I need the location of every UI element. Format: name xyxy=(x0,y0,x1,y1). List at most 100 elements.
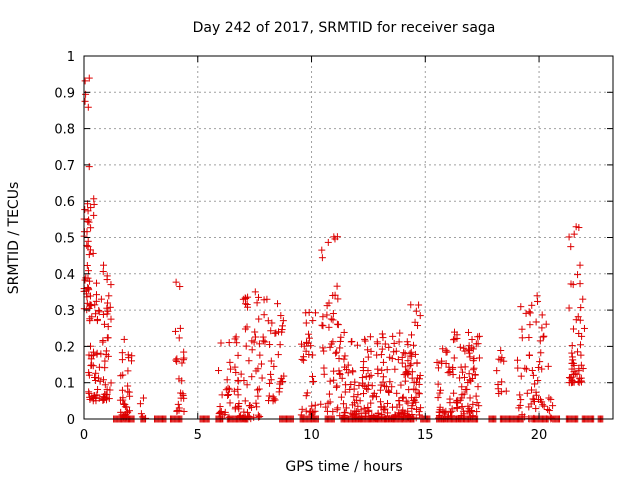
data-point xyxy=(364,404,372,412)
data-point xyxy=(378,330,386,338)
data-point xyxy=(518,325,526,333)
data-point xyxy=(93,349,101,357)
data-point xyxy=(87,204,95,212)
data-point xyxy=(302,347,310,355)
data-point xyxy=(468,344,476,352)
data-point xyxy=(402,397,410,405)
data-point xyxy=(458,403,466,411)
data-point xyxy=(107,281,115,289)
data-point xyxy=(497,388,505,396)
data-point xyxy=(416,375,424,383)
data-point xyxy=(117,408,125,416)
data-point xyxy=(405,386,413,394)
data-point xyxy=(342,404,350,412)
data-point xyxy=(471,371,479,379)
data-point xyxy=(517,303,525,311)
data-point xyxy=(534,377,542,385)
data-point xyxy=(513,356,521,364)
data-point xyxy=(224,384,232,392)
data-point xyxy=(464,379,472,387)
data-point xyxy=(446,368,454,376)
data-point xyxy=(308,372,316,380)
data-point xyxy=(344,369,352,377)
data-point xyxy=(568,373,576,381)
data-point xyxy=(95,306,103,314)
data-point xyxy=(240,377,248,385)
data-point xyxy=(379,358,387,366)
data-point xyxy=(410,385,418,393)
data-point xyxy=(574,271,582,279)
data-point xyxy=(302,319,310,327)
data-point xyxy=(124,382,132,390)
data-point xyxy=(369,392,377,400)
y-tick-label: 0.6 xyxy=(54,195,75,210)
data-point xyxy=(545,394,553,402)
data-point xyxy=(318,254,326,262)
data-point xyxy=(407,301,415,309)
data-point xyxy=(122,411,130,419)
data-point xyxy=(364,381,372,389)
data-point xyxy=(544,362,552,370)
data-point xyxy=(525,334,533,342)
data-point xyxy=(173,355,181,363)
data-point xyxy=(549,402,557,410)
data-point xyxy=(353,341,361,349)
data-point xyxy=(232,368,240,376)
data-point xyxy=(260,296,268,304)
data-point xyxy=(434,394,442,402)
data-point xyxy=(97,350,105,358)
data-point xyxy=(311,401,319,409)
data-point xyxy=(336,370,344,378)
data-point xyxy=(334,295,342,303)
data-point xyxy=(358,374,366,382)
data-point xyxy=(323,407,331,415)
data-point xyxy=(256,351,264,359)
data-point xyxy=(225,339,233,347)
data-point xyxy=(263,295,271,303)
data-point xyxy=(412,307,420,315)
data-point xyxy=(100,320,108,328)
data-point xyxy=(267,370,275,378)
data-point xyxy=(274,351,282,359)
data-point xyxy=(126,407,134,415)
data-point xyxy=(234,351,242,359)
data-point xyxy=(449,336,457,344)
data-point xyxy=(532,405,540,413)
data-point xyxy=(305,330,313,338)
data-point xyxy=(300,342,308,350)
y-tick-label: 0.5 xyxy=(54,232,75,247)
data-point xyxy=(577,351,585,359)
data-point xyxy=(518,334,526,342)
data-point xyxy=(226,358,234,366)
data-point xyxy=(329,316,337,324)
data-point xyxy=(529,371,537,379)
data-point xyxy=(374,340,382,348)
data-point xyxy=(224,392,232,400)
data-point xyxy=(383,366,391,374)
data-point xyxy=(575,224,583,232)
data-point xyxy=(408,368,416,376)
data-point xyxy=(102,394,110,402)
data-point xyxy=(90,200,98,208)
data-point xyxy=(528,301,536,309)
data-point xyxy=(253,403,261,411)
data-point xyxy=(118,386,126,394)
data-point xyxy=(93,279,101,287)
data-point xyxy=(447,408,455,416)
data-point xyxy=(218,391,226,399)
data-point xyxy=(475,402,483,410)
data-point xyxy=(270,362,278,370)
data-point xyxy=(542,320,550,328)
data-point xyxy=(388,383,396,391)
y-tick-label: 0.9 xyxy=(54,86,75,101)
data-point xyxy=(241,325,249,333)
data-point xyxy=(176,324,184,332)
data-point xyxy=(415,390,423,398)
data-point xyxy=(234,385,242,393)
data-point xyxy=(337,393,345,401)
data-point xyxy=(570,361,578,369)
data-point xyxy=(473,399,481,407)
data-point xyxy=(116,396,124,404)
data-point xyxy=(298,355,306,363)
data-point xyxy=(251,328,259,336)
